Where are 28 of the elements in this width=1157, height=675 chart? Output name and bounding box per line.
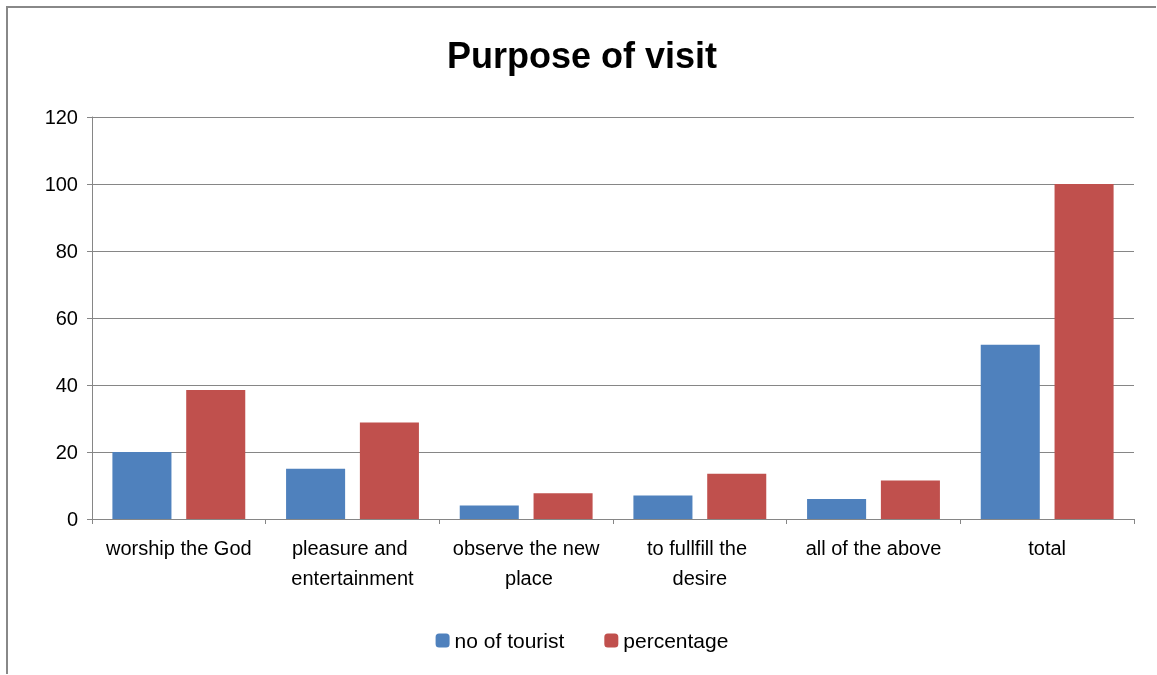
bar xyxy=(459,505,519,519)
x-tick-label: to fullfill the desire xyxy=(647,537,753,589)
y-tick-label: 100 xyxy=(44,173,78,195)
bar xyxy=(112,452,172,519)
y-tick-label: 60 xyxy=(55,307,78,329)
bar xyxy=(1054,184,1114,519)
legend-label: percentage xyxy=(623,629,729,652)
x-tick-label: worship the God xyxy=(105,537,252,559)
y-tick-label: 20 xyxy=(55,441,78,463)
bar xyxy=(286,468,346,519)
bar xyxy=(807,498,867,519)
x-tick-label: total xyxy=(1028,537,1067,559)
bar xyxy=(707,473,767,519)
bar xyxy=(633,495,693,519)
y-tick-label: 120 xyxy=(44,106,78,128)
y-tick-label: 80 xyxy=(55,240,78,262)
legend-label: no of tourist xyxy=(454,629,565,652)
y-tick-label: 0 xyxy=(66,508,78,530)
x-tick-label: all of the above xyxy=(805,537,942,559)
x-tick-label: observe the new place xyxy=(452,537,601,589)
chart-title: Purpose of visit xyxy=(446,34,718,76)
bar xyxy=(980,344,1040,519)
bar xyxy=(880,480,940,519)
x-tick-label: pleasure and entertainment xyxy=(291,537,415,589)
bar xyxy=(186,390,246,519)
bar xyxy=(533,493,593,519)
bar xyxy=(359,422,419,519)
y-tick-label: 40 xyxy=(55,374,78,396)
